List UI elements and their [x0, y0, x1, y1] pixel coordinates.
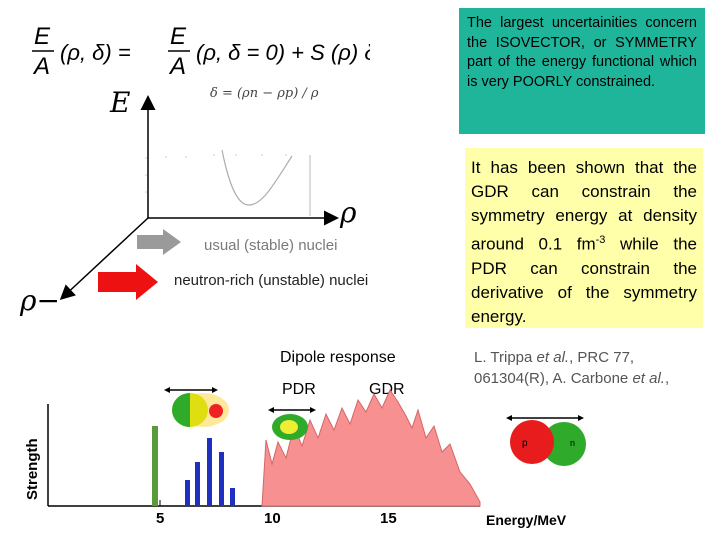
gdr-peak	[261, 388, 481, 507]
stable-nuclei-arrow	[137, 229, 181, 255]
gdr-nucleus-icon	[268, 407, 316, 440]
axes-diagram	[59, 95, 339, 301]
rho-minus-axis	[59, 217, 149, 301]
formula-graphic: E A (ρ, δ) = E A (ρ, δ = 0) + S (ρ) δ2	[32, 23, 385, 80]
y-axis-label: Strength	[24, 438, 41, 500]
dipole-spectrum: Strength 5 10 15 Energy/MeV	[24, 387, 586, 528]
gdr-label: GDR	[369, 381, 405, 398]
svg-text:A: A	[168, 53, 186, 80]
x-axis-label: Energy/MeV	[486, 512, 567, 528]
svg-text:E: E	[34, 23, 51, 50]
svg-text:(ρ, δ) =: (ρ, δ) =	[60, 40, 131, 65]
x-tick-10: 10	[264, 510, 281, 527]
reference-citation: L. Trippa et al., PRC 77, 061304(R), A. …	[474, 347, 704, 395]
uncertainty-text: The largest uncertainities concern the I…	[467, 15, 697, 90]
usual-nuclei-label: usual (stable) nuclei	[204, 237, 338, 254]
delta-definition: δ = (ρn − ρp) / ρ	[210, 86, 319, 101]
proton-label: p	[522, 438, 528, 449]
main-formula: E A (ρ, δ) = E A (ρ, δ = 0) + S (ρ) δ2	[30, 18, 385, 82]
rho-minus-axis-label: ρ−	[20, 284, 60, 317]
neutron-rich-arrow	[98, 264, 158, 300]
x-tick-15: 15	[380, 510, 397, 527]
pdr-nucleus-icon	[164, 387, 229, 427]
x-tick-5: 5	[156, 510, 164, 527]
proton-neutron-icon: p n	[506, 415, 586, 466]
reference-line-2: 061304(R), A. Carbone et al.,	[474, 370, 670, 387]
callout-text-after: while the PDR can constrain the derivati…	[471, 234, 697, 326]
reference-line-1: L. Trippa et al., PRC 77,	[474, 349, 635, 366]
pdr-label: PDR	[282, 381, 316, 398]
callout-text-before: It has been shown that the GDR can const…	[471, 158, 697, 254]
uncertainty-callout: The largest uncertainities concern the I…	[459, 8, 705, 134]
energy-curve-plot	[145, 149, 311, 216]
gdr-pdr-callout: It has been shown that the GDR can const…	[465, 148, 703, 328]
blue-bars	[185, 438, 235, 506]
neutron-rich-label: neutron-rich (unstable) nuclei	[174, 272, 369, 289]
pdr-green-bar	[152, 426, 158, 506]
svg-text:E: E	[170, 23, 187, 50]
e-axis-label: E	[110, 86, 131, 119]
callout-superscript: -3	[595, 234, 606, 246]
svg-text:Strength: Strength	[24, 438, 41, 500]
dipole-response-title: Dipole response	[280, 349, 396, 366]
svg-text:A: A	[32, 53, 50, 80]
neutron-label: n	[570, 438, 575, 448]
rho-axis-label: ρ	[340, 196, 357, 229]
